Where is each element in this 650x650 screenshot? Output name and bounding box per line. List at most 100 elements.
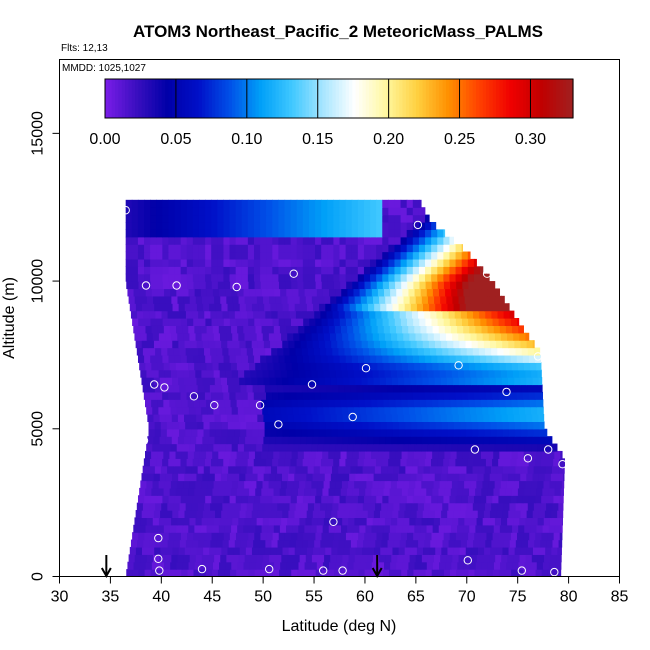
heatmap-cell bbox=[295, 502, 303, 511]
heatmap-cell bbox=[321, 229, 328, 238]
heatmap-cell bbox=[310, 561, 318, 570]
heatmap-cell bbox=[274, 561, 281, 570]
heatmap-cell bbox=[316, 288, 324, 297]
heatmap-cell bbox=[208, 295, 215, 304]
heatmap-cell bbox=[244, 369, 251, 378]
heatmap-cell bbox=[345, 318, 353, 326]
heatmap-cell bbox=[313, 465, 321, 474]
heatmap-cell bbox=[168, 251, 176, 260]
heatmap-cell bbox=[253, 229, 261, 238]
heatmap-cell bbox=[220, 295, 227, 304]
heatmap-cell bbox=[490, 303, 497, 312]
heatmap-cell bbox=[323, 443, 331, 452]
heatmap-cell bbox=[219, 369, 227, 378]
heatmap-cell bbox=[450, 487, 458, 496]
heatmap-cell bbox=[388, 532, 396, 541]
heatmap-cell bbox=[489, 414, 497, 422]
colorbar-swatch bbox=[486, 79, 491, 118]
heatmap-cell bbox=[322, 450, 329, 459]
heatmap-cell bbox=[211, 281, 219, 290]
heatmap-cell bbox=[153, 340, 161, 349]
heatmap-cell bbox=[519, 517, 527, 526]
heatmap-cell bbox=[286, 443, 294, 452]
heatmap-cell bbox=[275, 377, 283, 386]
heatmap-cell bbox=[192, 354, 200, 363]
heatmap-cell bbox=[211, 258, 218, 267]
heatmap-cell bbox=[194, 325, 202, 334]
heatmap-cell bbox=[313, 428, 321, 437]
heatmap-cell bbox=[288, 473, 295, 482]
heatmap-cell bbox=[505, 450, 513, 459]
heatmap-cell bbox=[284, 214, 292, 223]
heatmap-cell bbox=[428, 473, 436, 482]
heatmap-cell bbox=[289, 384, 296, 393]
heatmap-cell bbox=[462, 569, 469, 577]
heatmap-cell bbox=[273, 362, 281, 371]
colorbar-swatch bbox=[278, 79, 283, 118]
heatmap-cell bbox=[456, 487, 464, 496]
heatmap-cell bbox=[262, 406, 269, 415]
heatmap-cell bbox=[296, 214, 304, 223]
heatmap-cell bbox=[385, 414, 393, 422]
heatmap-cell bbox=[433, 332, 441, 341]
heatmap-cell bbox=[531, 554, 539, 563]
observation-point bbox=[523, 454, 533, 463]
heatmap-cell bbox=[289, 310, 297, 319]
heatmap-cell bbox=[279, 325, 287, 334]
colorbar-tick-label: 0.20 bbox=[373, 131, 404, 148]
heatmap-cell bbox=[430, 391, 438, 400]
heatmap-cell bbox=[420, 362, 427, 371]
heatmap-cell bbox=[347, 524, 354, 533]
heatmap-cell bbox=[391, 517, 398, 526]
colorbar-swatch bbox=[125, 79, 129, 118]
colorbar-swatch bbox=[272, 79, 277, 118]
heatmap-cell bbox=[448, 465, 455, 474]
heatmap-cell bbox=[505, 325, 513, 334]
heatmap-cell bbox=[138, 569, 146, 577]
heatmap-cell bbox=[414, 406, 422, 415]
heatmap-cell bbox=[245, 414, 252, 422]
heatmap-cell bbox=[200, 487, 207, 496]
heatmap-cell bbox=[530, 524, 538, 533]
heatmap-cell bbox=[240, 428, 247, 437]
heatmap-cell bbox=[559, 495, 564, 504]
heatmap-cell bbox=[274, 406, 282, 415]
heatmap-cell bbox=[418, 391, 426, 400]
heatmap-cell bbox=[256, 517, 264, 526]
heatmap-cell bbox=[290, 244, 298, 253]
heatmap-cell bbox=[214, 473, 222, 482]
heatmap-cell bbox=[404, 510, 412, 519]
heatmap-cell bbox=[334, 399, 342, 408]
heatmap-cell bbox=[450, 569, 457, 577]
heatmap-cell bbox=[541, 569, 549, 577]
colorbar-ticks: 0.00 0.05 0.10 0.15 0.20 0.25 0.30 bbox=[89, 79, 546, 148]
heatmap-cell bbox=[157, 450, 164, 459]
heatmap-cell bbox=[560, 450, 563, 459]
heatmap-cell bbox=[211, 532, 219, 541]
heatmap-cell bbox=[451, 443, 459, 452]
heatmap-cell bbox=[286, 369, 294, 378]
heatmap-cell bbox=[261, 325, 269, 334]
heatmap-cell bbox=[185, 384, 193, 393]
heatmap-cell bbox=[250, 517, 258, 526]
heatmap-cell bbox=[227, 377, 234, 386]
heatmap-cell bbox=[383, 524, 391, 533]
heatmap-cell bbox=[197, 428, 205, 437]
colorbar-swatch bbox=[222, 79, 226, 118]
heatmap-cell bbox=[421, 443, 428, 452]
heatmap-cell bbox=[498, 391, 505, 400]
heatmap-cell bbox=[188, 325, 195, 334]
heatmap-cell bbox=[311, 554, 319, 563]
heatmap-cell bbox=[309, 354, 316, 363]
heatmap-cell bbox=[398, 510, 406, 519]
heatmap-cell bbox=[464, 295, 472, 304]
heatmap-cell bbox=[509, 465, 516, 474]
heatmap-cell bbox=[360, 517, 368, 526]
heatmap-cell bbox=[371, 524, 379, 533]
heatmap-cell bbox=[137, 266, 145, 275]
heatmap-cell bbox=[242, 318, 249, 326]
heatmap-cell bbox=[180, 391, 188, 400]
heatmap-cell bbox=[353, 288, 361, 297]
heatmap-cell bbox=[470, 480, 477, 489]
colorbar-swatch bbox=[456, 79, 460, 118]
